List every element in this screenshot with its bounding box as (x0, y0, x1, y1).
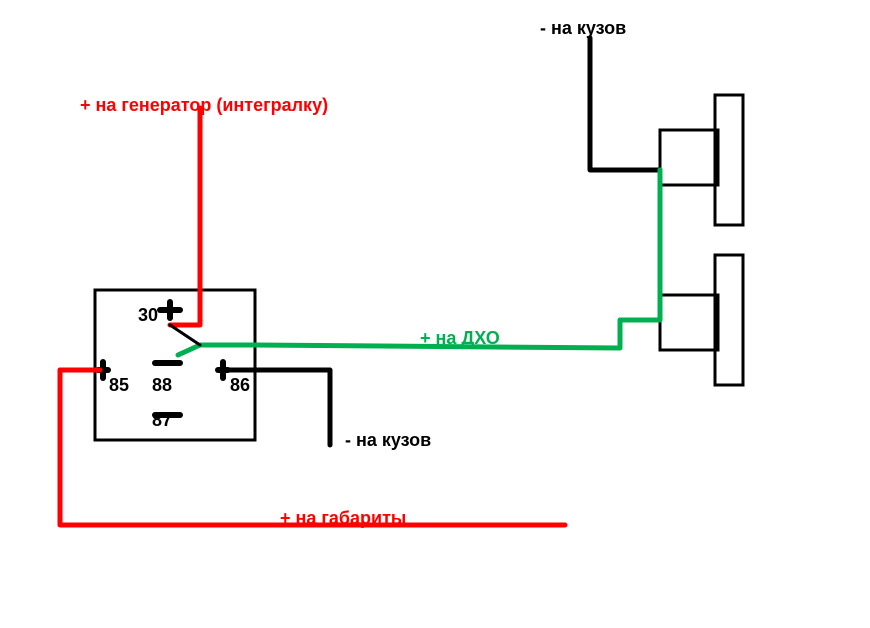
label-dho: + на ДХО (420, 328, 500, 349)
label-gabarity: + на габариты (280, 508, 406, 529)
label-top_kuzov: - на кузов (540, 18, 626, 39)
label-pin87: 87 (152, 410, 172, 431)
label-pin88: 88 (152, 375, 172, 396)
label-pin30: 30 (138, 305, 158, 326)
label-pin86: 86 (230, 375, 250, 396)
label-generator: + на генератор (интегралку) (80, 95, 328, 116)
label-bottom_kuzov: - на кузов (345, 430, 431, 451)
label-pin85: 85 (109, 375, 129, 396)
